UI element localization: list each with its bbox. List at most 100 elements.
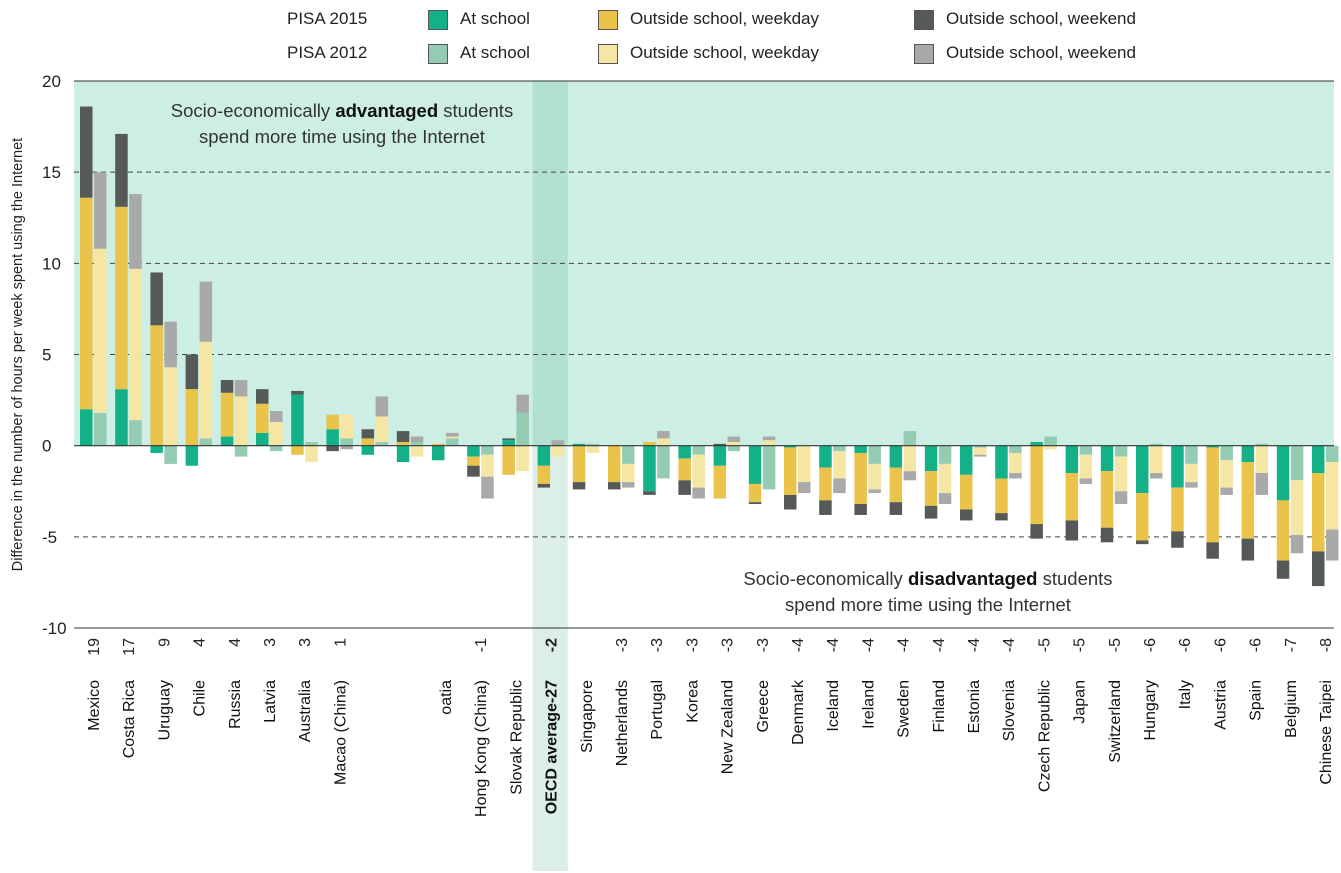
bar-2012-segment [727,445,741,452]
bar-2012-segment [868,463,881,490]
legend-title-pisa-2012: PISA 2012 [287,43,368,62]
bar-2015-segment [150,272,163,326]
category-label: New Zealand [720,680,737,774]
bar-2012-segment [762,440,776,446]
bar-2015-segment [80,409,93,446]
oecd-average-band-lower [532,445,568,871]
bar-2015-segment [396,442,410,446]
bar-2012-segment [1255,445,1269,474]
bar-2012-segment [1326,445,1339,463]
bar-2015-segment [1171,445,1184,488]
bar-2012-segment [868,489,881,494]
bar-2015-segment [784,445,797,448]
bar-2015-segment [326,414,339,430]
bar-2012-segment [762,445,776,490]
bar-2012-segment [410,442,424,446]
total-value-label: -4 [896,638,913,652]
bar-2012-segment [657,431,670,439]
category-label: Sweden [896,680,913,738]
y-tick-label: -10 [42,619,67,638]
bar-2012-segment [1220,487,1233,495]
bar-2015-segment [80,106,93,198]
bar-2015-segment [995,445,1008,479]
category-label: Macao (China) [332,680,349,785]
bar-2012-segment [94,412,107,446]
bar-2012-segment [516,394,529,413]
bar-2015-segment [361,445,375,455]
bar-2012-segment [446,432,459,437]
legend-label-2012-at-school: At school [460,43,530,62]
bar-2012-segment [1114,456,1128,492]
bar-2015-segment [678,458,691,481]
bar-2015-segment [854,445,867,453]
bar-2015-segment [537,445,551,466]
bar-2015-segment [784,494,797,510]
bar-2015-segment [150,325,163,446]
bar-2012-segment [762,436,776,441]
category-label: Latvia [262,680,279,723]
bar-2012-segment [199,281,213,342]
bar-2015-segment [643,445,656,492]
bar-2015-segment [502,445,515,475]
bar-2015-segment [995,513,1008,521]
bar-2015-segment [1276,500,1290,561]
bar-2012-segment [375,396,389,417]
legend-swatch-2012-at-school [428,44,448,64]
legend-label-2012-weekday: Outside school, weekday [630,43,819,62]
category-label: Hong Kong (China) [473,680,490,817]
bar-2012-segment [375,416,389,443]
bar-2015-segment [960,445,973,475]
bar-2012-segment [234,396,248,446]
bar-2012-segment [129,194,142,269]
category-label: Mexico [86,680,103,731]
bar-2015-segment [80,197,93,410]
bar-2015-segment [467,456,480,466]
bar-2015-segment [854,452,867,505]
category-label: Chile [192,680,209,717]
bar-2012-segment [868,445,881,464]
bar-2015-segment [256,403,269,433]
bar-2012-segment [234,380,248,397]
bar-2012-segment [1114,445,1128,457]
bar-2012-segment [903,471,917,481]
total-value-label: -5 [1072,638,1089,652]
bar-2012-segment [340,445,353,450]
bar-2015-segment [291,445,304,455]
bar-2012-segment [1044,436,1057,446]
bar-2012-segment [1255,443,1269,446]
bar-2015-segment [1030,442,1043,446]
bar-2012-segment [622,463,635,483]
bar-2015-segment [115,389,128,446]
bar-2012-segment [481,454,494,477]
category-label: Slovenia [1001,680,1018,741]
bar-2015-segment [361,429,375,439]
bar-2015-segment [220,436,234,446]
legend-label-2012-weekend: Outside school, weekend [946,43,1136,62]
bar-2012-segment [657,445,670,479]
category-label: Korea [684,680,701,723]
total-value-label: -5 [1107,638,1124,652]
bar-2012-segment [1326,462,1339,530]
bar-2012-segment [586,443,600,446]
y-tick-label: 20 [42,72,61,91]
bar-2012-segment [410,436,424,443]
bar-2015-segment [467,465,480,477]
y-tick-label: 10 [42,254,61,273]
bar-2015-segment [643,442,656,446]
category-label: Chinese Taipei [1318,680,1335,785]
bar-2012-segment [551,440,565,446]
bar-2015-segment [1136,445,1149,494]
bar-2015-segment [467,445,480,457]
total-value-label: 3 [262,638,279,647]
bar-2015-segment [185,389,199,446]
annotation-disadvantaged-line-2: spend more time using the Internet [785,594,1071,615]
bar-2012-segment [1185,445,1198,464]
bar-2012-segment [1009,473,1022,479]
bar-2015-segment [220,380,234,393]
total-value-label: -3 [720,638,737,652]
bar-2012-segment [340,414,353,439]
bar-2015-segment [748,502,762,505]
category-label: Costa Rica [121,680,138,758]
bar-2015-segment [924,445,938,472]
bar-2015-segment [1030,445,1043,525]
